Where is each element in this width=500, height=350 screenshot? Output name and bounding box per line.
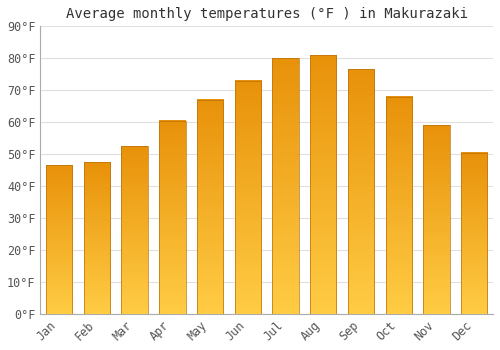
Title: Average monthly temperatures (°F ) in Makurazaki: Average monthly temperatures (°F ) in Ma…	[66, 7, 468, 21]
